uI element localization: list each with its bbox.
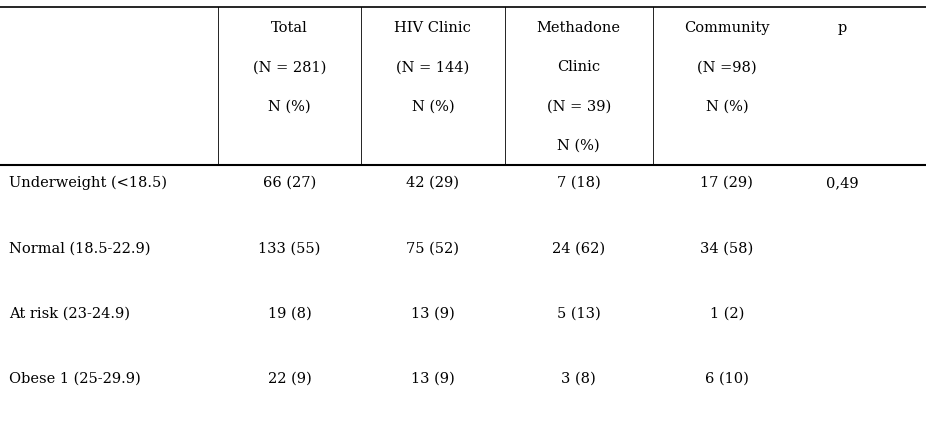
Text: Total: Total [271, 21, 307, 35]
Text: (N =98): (N =98) [697, 60, 757, 74]
Text: 1 (2): 1 (2) [709, 306, 745, 320]
Text: N (%): N (%) [557, 138, 600, 152]
Text: 19 (8): 19 (8) [268, 306, 311, 320]
Text: (N = 39): (N = 39) [546, 99, 611, 113]
Text: (N = 144): (N = 144) [396, 60, 469, 74]
Text: 7 (18): 7 (18) [557, 176, 601, 190]
Text: Clinic: Clinic [557, 60, 600, 74]
Text: 34 (58): 34 (58) [700, 241, 754, 255]
Text: 0,49: 0,49 [826, 176, 859, 190]
Text: 17 (29): 17 (29) [700, 176, 754, 190]
Text: 13 (9): 13 (9) [411, 306, 455, 320]
Text: p: p [838, 21, 847, 35]
Text: 24 (62): 24 (62) [552, 241, 606, 255]
Text: Obese 1 (25-29.9): Obese 1 (25-29.9) [9, 372, 141, 385]
Text: 75 (52): 75 (52) [407, 241, 459, 255]
Text: 133 (55): 133 (55) [258, 241, 320, 255]
Text: N (%): N (%) [411, 99, 455, 113]
Text: Normal (18.5-22.9): Normal (18.5-22.9) [9, 241, 151, 255]
Text: N (%): N (%) [706, 99, 748, 113]
Text: 5 (13): 5 (13) [557, 306, 601, 320]
Text: 22 (9): 22 (9) [268, 372, 311, 385]
Text: Underweight (<18.5): Underweight (<18.5) [9, 176, 168, 191]
Text: Community: Community [684, 21, 770, 35]
Text: 66 (27): 66 (27) [263, 176, 316, 190]
Text: 13 (9): 13 (9) [411, 372, 455, 385]
Text: N (%): N (%) [268, 99, 311, 113]
Text: 6 (10): 6 (10) [705, 372, 749, 385]
Text: HIV Clinic: HIV Clinic [394, 21, 471, 35]
Text: 3 (8): 3 (8) [561, 372, 596, 385]
Text: 42 (29): 42 (29) [407, 176, 459, 190]
Text: Methadone: Methadone [537, 21, 620, 35]
Text: At risk (23-24.9): At risk (23-24.9) [9, 306, 131, 320]
Text: (N = 281): (N = 281) [253, 60, 326, 74]
